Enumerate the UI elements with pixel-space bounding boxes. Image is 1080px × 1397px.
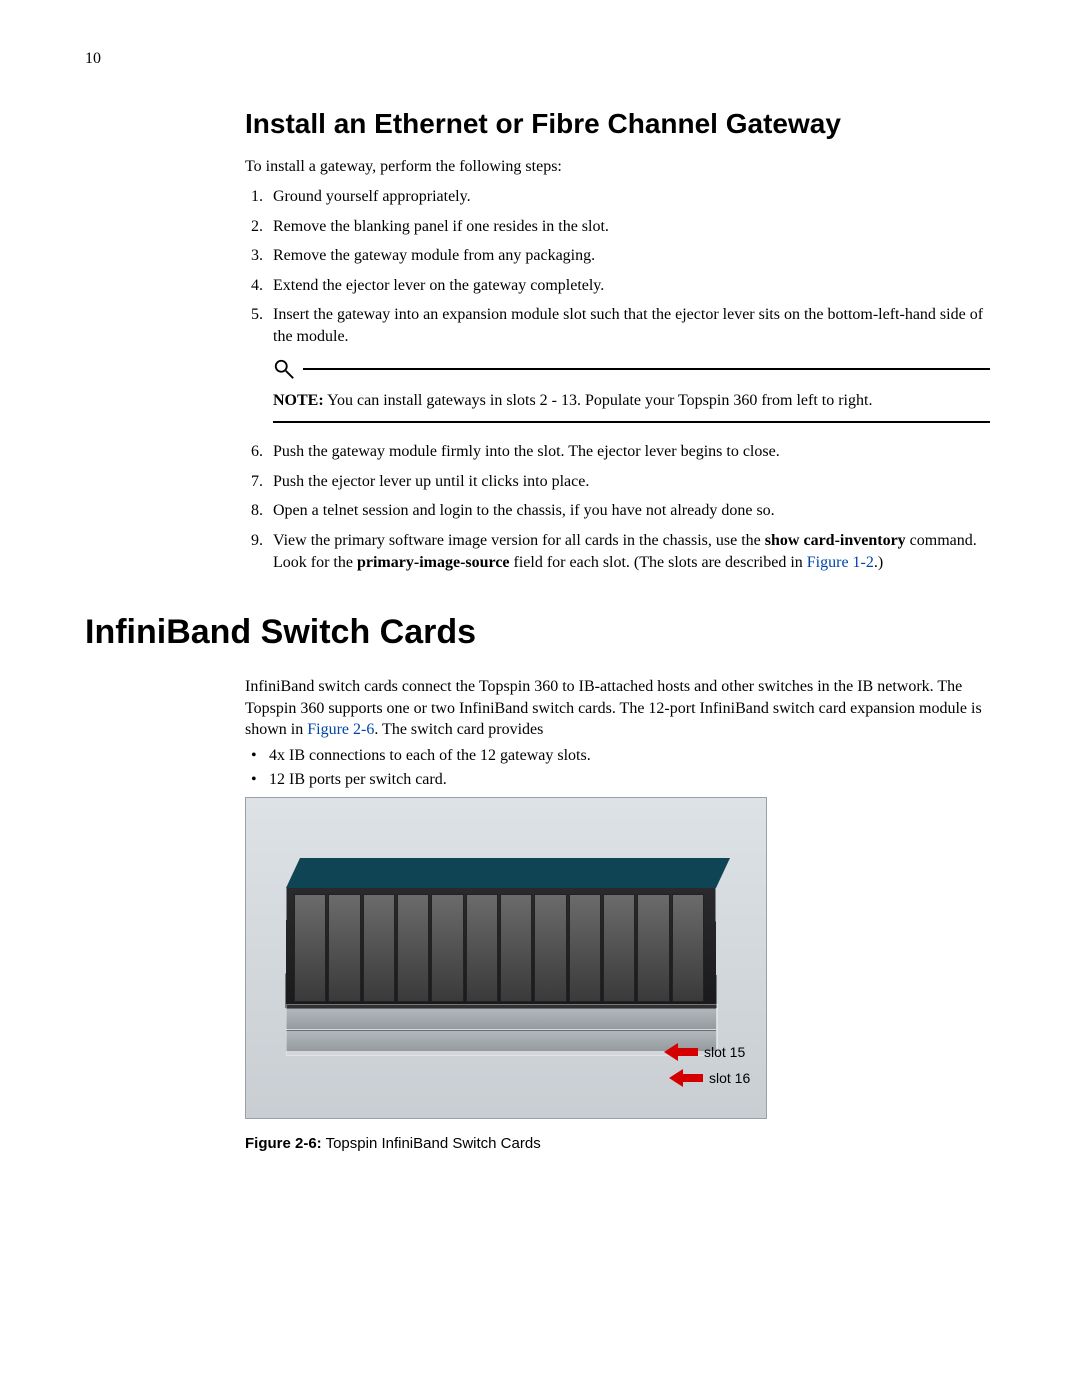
section-install-gateway: Install an Ethernet or Fibre Channel Gat… bbox=[245, 108, 990, 573]
step-5-text: Insert the gateway into an expansion mod… bbox=[273, 306, 983, 345]
step-7: Push the ejector lever up until it click… bbox=[267, 471, 990, 493]
figure-caption-text: Topspin InfiniBand Switch Cards bbox=[322, 1135, 541, 1152]
step-9-command: show card-inventory bbox=[765, 532, 906, 549]
note-body: You can install gateways in slots 2 - 13… bbox=[324, 392, 873, 409]
bullet-1: 4x IB connections to each of the 12 gate… bbox=[245, 747, 990, 765]
step-1: Ground yourself appropriately. bbox=[267, 186, 990, 208]
step-9-text-a: View the primary software image version … bbox=[273, 532, 765, 549]
note-label: NOTE: bbox=[273, 392, 324, 409]
step-3: Remove the gateway module from any packa… bbox=[267, 245, 990, 267]
step-5: Insert the gateway into an expansion mod… bbox=[267, 304, 990, 423]
note-block: NOTE: You can install gateways in slots … bbox=[273, 358, 990, 424]
heading-infiniband: InfiniBand Switch Cards bbox=[85, 613, 990, 652]
step-8: Open a telnet session and login to the c… bbox=[267, 500, 990, 522]
arrow-left-icon bbox=[669, 1072, 703, 1084]
note-rule-top bbox=[273, 358, 990, 380]
step-9: View the primary software image version … bbox=[267, 530, 990, 573]
intro-text: To install a gateway, perform the follow… bbox=[245, 158, 990, 176]
heading-install-gateway: Install an Ethernet or Fibre Channel Gat… bbox=[245, 108, 990, 140]
figure-caption-label: Figure 2-6: bbox=[245, 1135, 322, 1152]
note-text: NOTE: You can install gateways in slots … bbox=[273, 390, 990, 412]
note-rule-bottom bbox=[273, 421, 990, 423]
figure-caption: Figure 2-6: Topspin InfiniBand Switch Ca… bbox=[245, 1135, 765, 1152]
chassis-illustration bbox=[286, 858, 716, 1068]
step-6: Push the gateway module firmly into the … bbox=[267, 441, 990, 463]
step-9-text-c: field for each slot. (The slots are desc… bbox=[510, 554, 807, 571]
para-b: . The switch card provides bbox=[374, 721, 543, 738]
slot-15-label: slot 15 bbox=[704, 1044, 745, 1060]
slot-16-label: slot 16 bbox=[709, 1070, 750, 1086]
document-page: 10 Install an Ethernet or Fibre Channel … bbox=[0, 0, 1080, 1212]
arrow-slot-16: slot 16 bbox=[669, 1070, 750, 1086]
infiniband-bullets: 4x IB connections to each of the 12 gate… bbox=[245, 747, 990, 789]
step-2: Remove the blanking panel if one resides… bbox=[267, 216, 990, 238]
figure-2-6: slot 15 slot 16 Figure 2-6: Topspin Infi… bbox=[245, 797, 765, 1152]
figure-image: slot 15 slot 16 bbox=[245, 797, 767, 1119]
step-4: Extend the ejector lever on the gateway … bbox=[267, 275, 990, 297]
magnifier-icon bbox=[273, 358, 295, 380]
page-number: 10 bbox=[85, 50, 990, 68]
bullet-2: 12 IB ports per switch card. bbox=[245, 771, 990, 789]
arrow-slot-15: slot 15 bbox=[664, 1044, 745, 1060]
step-9-field: primary-image-source bbox=[357, 554, 510, 571]
step-9-text-d: .) bbox=[874, 554, 883, 571]
infiniband-paragraph: InfiniBand switch cards connect the Tops… bbox=[245, 676, 990, 741]
figure-1-2-link[interactable]: Figure 1-2 bbox=[807, 554, 874, 571]
figure-2-6-link[interactable]: Figure 2-6 bbox=[307, 721, 374, 738]
section-infiniband: InfiniBand switch cards connect the Tops… bbox=[245, 676, 990, 1152]
install-steps: Ground yourself appropriately. Remove th… bbox=[245, 186, 990, 573]
arrow-left-icon bbox=[664, 1046, 698, 1058]
